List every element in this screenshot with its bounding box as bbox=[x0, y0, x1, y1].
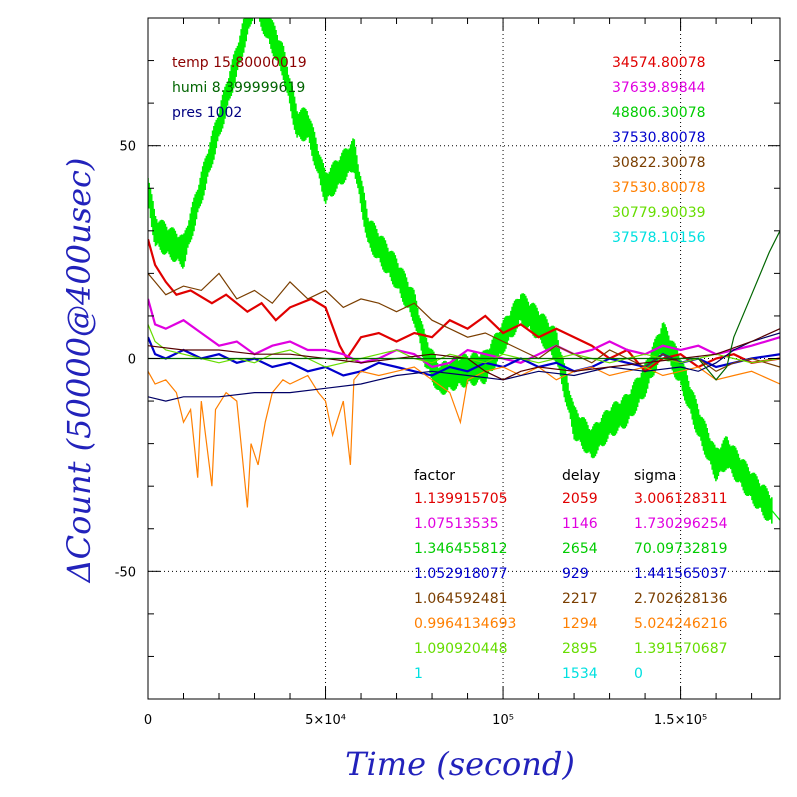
env-label: temp 15.80000019 bbox=[172, 55, 307, 71]
y-tick-label: -50 bbox=[115, 565, 136, 580]
series-line bbox=[148, 230, 780, 381]
table-cell: 1.391570687 bbox=[634, 641, 728, 657]
series-line bbox=[148, 298, 780, 369]
mean-count-label: 48806.30078 bbox=[612, 105, 706, 121]
mean-count-label: 30822.30078 bbox=[612, 155, 706, 171]
axis-ticks: 0 5×10⁴ 10⁵ 1.5×10⁵ 50 0 -50 bbox=[115, 17, 780, 728]
table-cell: 1294 bbox=[562, 616, 598, 632]
table-cell: 5.024246216 bbox=[634, 616, 728, 632]
table-cell: 2217 bbox=[562, 591, 598, 607]
table-cell: 1.052918077 bbox=[414, 566, 508, 582]
table-cell: 1 bbox=[414, 666, 423, 682]
x-tick-label: 5×10⁴ bbox=[305, 713, 346, 728]
table-cell: 1.441565037 bbox=[634, 566, 728, 582]
y-tick-label: 0 bbox=[128, 353, 136, 368]
series-line bbox=[148, 239, 780, 373]
table-cell: 1.346455812 bbox=[414, 541, 508, 557]
table-cell: 1146 bbox=[562, 516, 598, 532]
mean-count-label: 37578.10156 bbox=[612, 230, 706, 246]
table-header: delay bbox=[562, 468, 600, 484]
series-line bbox=[148, 272, 780, 372]
series-line bbox=[148, 328, 780, 381]
x-tick-label: 10⁵ bbox=[492, 713, 514, 728]
x-tick-label: 1.5×10⁵ bbox=[654, 713, 707, 728]
x-axis-title: Time (second) bbox=[345, 745, 575, 783]
table-cell: 70.09732819 bbox=[634, 541, 728, 557]
table-header: factor bbox=[414, 468, 455, 484]
mean-count-label: 34574.80078 bbox=[612, 55, 706, 71]
data-series-group bbox=[148, 18, 780, 524]
table-cell: 0 bbox=[634, 666, 643, 682]
x-tick-label: 0 bbox=[144, 713, 152, 728]
table-cell: 1.730296254 bbox=[634, 516, 728, 532]
mean-count-label: 37530.80078 bbox=[612, 130, 706, 146]
table-cell: 2654 bbox=[562, 541, 598, 557]
y-tick-label: 50 bbox=[119, 140, 136, 155]
series-line bbox=[148, 18, 780, 521]
table-cell: 0.9964134693 bbox=[414, 616, 516, 632]
table-cell: 1.090920448 bbox=[414, 641, 508, 657]
table-cell: 929 bbox=[562, 566, 589, 582]
table-cell: 1.139915705 bbox=[414, 491, 508, 507]
env-label: pres 1002 bbox=[172, 105, 242, 121]
annotations: temp 15.80000019 humi 8.399999619 pres 100… bbox=[172, 55, 728, 682]
table-header: sigma bbox=[634, 468, 676, 484]
series-line bbox=[148, 366, 780, 508]
table-cell: 3.006128311 bbox=[634, 491, 728, 507]
mean-count-label: 37639.89844 bbox=[612, 80, 706, 96]
table-cell: 1534 bbox=[562, 666, 598, 682]
y-axis-title: ΔCount (50000@400usec) bbox=[60, 158, 98, 585]
table-cell: 2059 bbox=[562, 491, 598, 507]
table-cell: 2895 bbox=[562, 641, 598, 657]
table-cell: 1.07513535 bbox=[414, 516, 499, 532]
series-line bbox=[148, 332, 780, 402]
mean-count-label: 30779.90039 bbox=[612, 205, 706, 221]
table-cell: 2.702628136 bbox=[634, 591, 728, 607]
table-cell: 1.064592481 bbox=[414, 591, 508, 607]
env-label: humi 8.399999619 bbox=[172, 80, 305, 96]
mean-count-label: 37530.80078 bbox=[612, 180, 706, 196]
